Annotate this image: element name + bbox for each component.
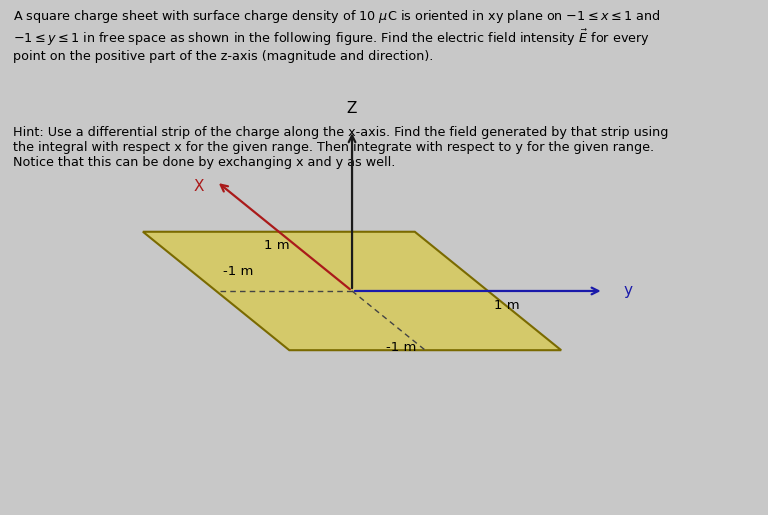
- Text: 1 m: 1 m: [264, 239, 290, 252]
- Text: y: y: [624, 283, 632, 299]
- Text: A square charge sheet with surface charge density of 10 $\mu$C is oriented in xy: A square charge sheet with surface charg…: [12, 8, 660, 63]
- Polygon shape: [143, 232, 561, 350]
- Text: -1 m: -1 m: [223, 265, 253, 278]
- Text: Hint: Use a differential strip of the charge along the x-axis. Find the field ge: Hint: Use a differential strip of the ch…: [12, 126, 668, 169]
- Text: Z: Z: [347, 100, 357, 116]
- Text: X: X: [194, 179, 204, 195]
- Text: -1 m: -1 m: [386, 341, 417, 354]
- Text: 1 m: 1 m: [494, 299, 519, 312]
